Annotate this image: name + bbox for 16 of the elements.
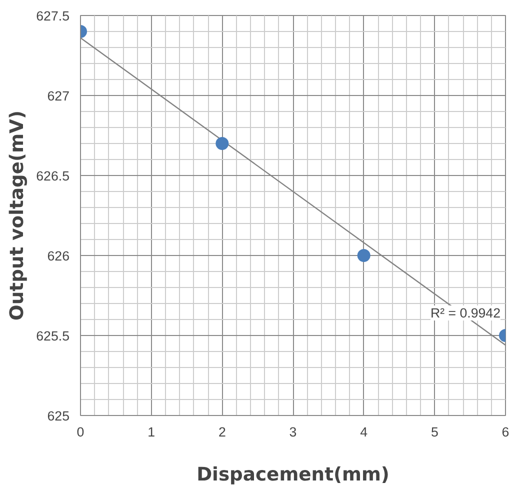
annotation: R² = 0.9942 [430,306,501,320]
y-tick-label: 626 [47,248,70,264]
y-tick-label: 625.5 [36,328,70,344]
x-tick-label: 6 [502,424,510,440]
x-axis-title: Dispacement(mm) [196,464,390,486]
x-tick-label: 5 [430,424,438,440]
y-axis-title: Output voltage(mV) [7,110,28,320]
y-tick-label: 627 [47,88,70,104]
y-tick-label: 626.5 [36,168,70,184]
x-tick-label: 1 [148,424,156,440]
y-tick-label: 627.5 [36,8,70,24]
x-tick-label: 3 [289,424,297,440]
x-tick-label: 4 [360,424,368,440]
x-tick-label: 2 [218,424,226,440]
x-tick-label: 0 [76,424,84,440]
y-tick-label: 625 [47,408,70,424]
